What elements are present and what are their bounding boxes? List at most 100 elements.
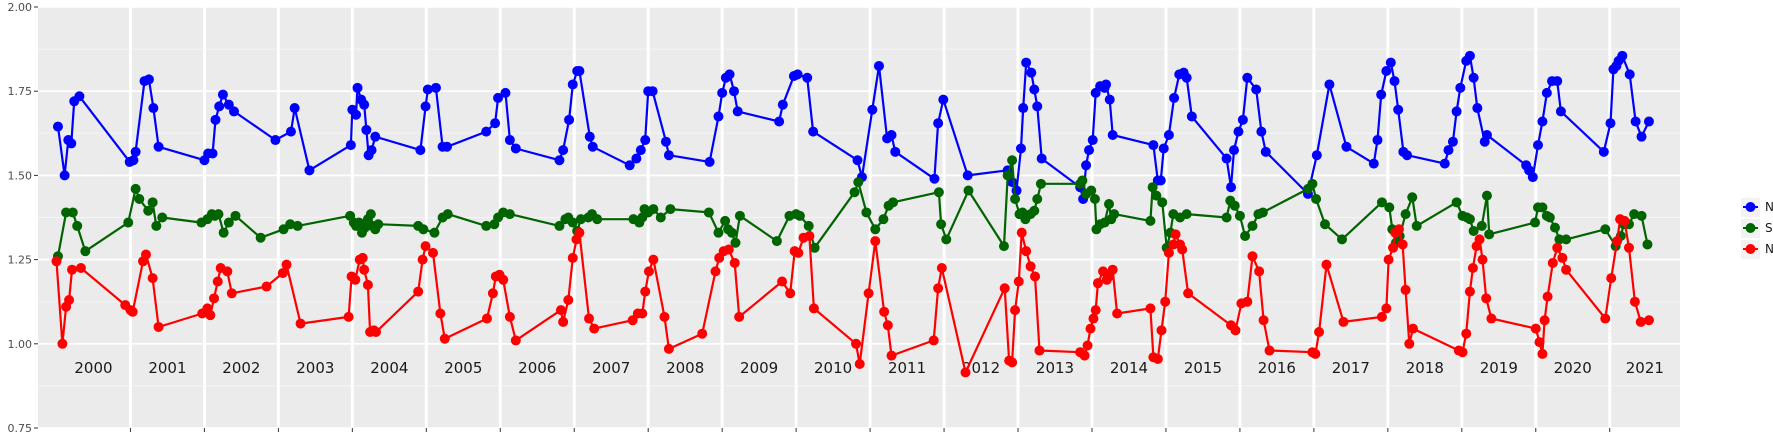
data-point-ndwi bbox=[1156, 325, 1167, 336]
legend-label-swir: SWIR bbox=[1765, 221, 1773, 235]
data-point-ndwi bbox=[498, 274, 509, 285]
data-point-ndvi bbox=[210, 114, 221, 125]
data-point-swir bbox=[1035, 178, 1046, 189]
data-point-ndvi bbox=[564, 114, 575, 125]
data-point-ndwi bbox=[1183, 288, 1194, 299]
data-point-ndvi bbox=[1624, 69, 1635, 80]
data-point-ndvi bbox=[1598, 146, 1609, 157]
data-point-ndvi bbox=[289, 103, 300, 114]
data-point-swir bbox=[1451, 197, 1462, 208]
data-point-ndvi bbox=[938, 94, 949, 105]
data-point-ndwi bbox=[140, 249, 151, 260]
data-point-ndwi bbox=[439, 333, 450, 344]
data-point-swir bbox=[365, 209, 376, 220]
data-point-ndvi bbox=[640, 135, 651, 146]
data-point-ndvi bbox=[1368, 158, 1379, 169]
series-layer bbox=[51, 50, 1654, 378]
data-point-ndwi bbox=[854, 359, 865, 370]
data-point-ndwi bbox=[1537, 348, 1548, 359]
data-point-swir bbox=[870, 224, 881, 235]
data-point-ndwi bbox=[1314, 327, 1325, 338]
data-point-ndvi bbox=[1087, 135, 1098, 146]
data-point-ndvi bbox=[732, 106, 743, 117]
data-point-ndvi bbox=[886, 129, 897, 140]
year-label: 2021 bbox=[1626, 359, 1664, 377]
data-point-ndvi bbox=[1447, 136, 1458, 147]
data-point-swir bbox=[794, 210, 805, 221]
data-point-ndvi bbox=[359, 99, 370, 110]
data-point-ndwi bbox=[350, 274, 361, 285]
data-point-ndwi bbox=[1486, 313, 1497, 324]
data-point-ndwi bbox=[729, 257, 740, 268]
data-point-ndvi bbox=[1555, 106, 1566, 117]
y-tick-label: 1.00 bbox=[8, 338, 33, 351]
year-label: 2020 bbox=[1554, 359, 1592, 377]
data-point-swir bbox=[734, 210, 745, 221]
data-point-swir bbox=[1537, 202, 1548, 213]
data-point-ndvi bbox=[1605, 118, 1616, 129]
data-point-swir bbox=[1240, 231, 1251, 242]
data-point-swir bbox=[648, 204, 659, 215]
data-point-ndvi bbox=[873, 60, 884, 71]
data-point-swir bbox=[1411, 220, 1422, 231]
data-point-swir bbox=[1642, 239, 1653, 250]
data-point-ndvi bbox=[660, 136, 671, 147]
data-point-ndvi bbox=[1468, 72, 1479, 83]
data-point-ndwi bbox=[1393, 224, 1404, 235]
year-label: 2010 bbox=[814, 359, 852, 377]
data-point-ndwi bbox=[663, 343, 674, 354]
data-point-ndvi bbox=[774, 116, 785, 127]
data-point-ndvi bbox=[574, 65, 585, 76]
data-point-swir bbox=[1550, 222, 1561, 233]
x-axis: 2000 2001 2002 2003 2004 2005 2006 2007 2008 2009… bbox=[74, 359, 1664, 432]
data-point-ndwi bbox=[1461, 328, 1472, 339]
data-point-ndvi bbox=[1084, 145, 1095, 156]
data-point-ndvi bbox=[1636, 131, 1647, 142]
data-point-ndvi bbox=[128, 155, 139, 166]
data-point-ndwi bbox=[413, 286, 424, 297]
data-point-ndvi bbox=[584, 131, 595, 142]
data-point-ndvi bbox=[1527, 172, 1538, 183]
y-tick-label: 1.75 bbox=[8, 85, 33, 98]
data-point-ndwi bbox=[710, 266, 721, 277]
data-point-swir bbox=[1002, 170, 1013, 181]
data-point-swir bbox=[803, 220, 814, 231]
data-point-swir bbox=[1147, 182, 1158, 193]
data-point-ndvi bbox=[1186, 111, 1197, 122]
data-point-ndvi bbox=[567, 79, 578, 90]
data-point-ndwi bbox=[785, 288, 796, 299]
data-point-swir bbox=[1311, 193, 1322, 204]
data-point-swir bbox=[655, 212, 666, 223]
data-point-ndvi bbox=[554, 155, 565, 166]
data-point-ndwi bbox=[1561, 264, 1572, 275]
data-point-ndvi bbox=[792, 69, 803, 80]
data-point-ndvi bbox=[1163, 129, 1174, 140]
data-point-ndwi bbox=[281, 259, 292, 270]
data-point-ndvi bbox=[1104, 94, 1115, 105]
data-point-ndvi bbox=[663, 150, 674, 161]
data-point-ndwi bbox=[1010, 305, 1021, 316]
data-point-ndvi bbox=[217, 89, 228, 100]
data-point-ndwi bbox=[1404, 338, 1415, 349]
data-point-ndvi bbox=[1552, 76, 1563, 87]
data-point-ndvi bbox=[1455, 82, 1466, 93]
year-label: 2016 bbox=[1258, 359, 1296, 377]
data-point-ndvi bbox=[1021, 57, 1032, 68]
data-point-ndwi bbox=[222, 266, 233, 277]
data-point-ndvi bbox=[587, 141, 598, 152]
data-point-ndvi bbox=[867, 104, 878, 115]
y-axis: 0.75 1.00 1.25 1.50 1.75 2.00 bbox=[8, 1, 38, 435]
data-point-swir bbox=[771, 236, 782, 247]
data-point-ndvi bbox=[1036, 153, 1047, 164]
data-point-ndwi bbox=[555, 305, 566, 316]
series-ndvi bbox=[52, 50, 1654, 204]
data-point-ndvi bbox=[66, 138, 77, 149]
data-point-ndwi bbox=[1557, 252, 1568, 263]
data-point-ndwi bbox=[127, 306, 138, 317]
data-point-ndwi bbox=[1107, 264, 1118, 275]
data-point-ndwi bbox=[863, 288, 874, 299]
data-point-ndwi bbox=[1383, 254, 1394, 265]
data-point-ndwi bbox=[1457, 347, 1468, 358]
data-point-swir bbox=[1221, 212, 1232, 223]
